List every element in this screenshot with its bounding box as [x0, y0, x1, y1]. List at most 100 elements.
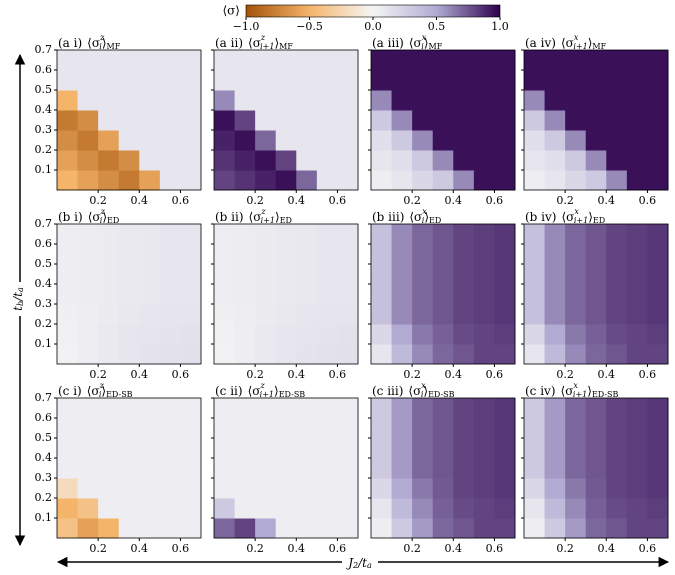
heatmap-cell	[647, 150, 669, 171]
x-tick-label: 0.6	[486, 194, 504, 207]
heatmap-cell	[585, 244, 607, 265]
heatmap-cell	[159, 478, 181, 499]
heatmap-cell	[255, 498, 277, 519]
title-part: MF	[429, 42, 443, 51]
heatmap-cell	[432, 244, 454, 265]
title-part: ED-SB	[279, 390, 306, 399]
heatmap-cell	[453, 304, 475, 325]
x-tick-label: 0.6	[172, 194, 190, 207]
heatmap-cell	[296, 498, 318, 519]
heatmap-cell	[255, 244, 277, 265]
heatmap-cell	[412, 344, 434, 365]
title-part: i+1	[260, 42, 274, 51]
heatmap-cell	[606, 438, 628, 459]
heatmap-cell	[494, 518, 516, 539]
panel-frame	[370, 397, 516, 539]
heatmap-cell	[494, 244, 516, 265]
heatmap-cell	[494, 398, 516, 419]
heatmap-cell	[473, 264, 495, 285]
heatmap-cell	[585, 418, 607, 439]
heatmap-cell	[626, 224, 648, 245]
panel-title: (b iii) ⟨σx i⟩ED	[372, 207, 441, 225]
heatmap-cell	[296, 458, 318, 479]
heatmap-cell	[255, 110, 277, 131]
heatmap-cell	[77, 518, 99, 539]
label-bg	[342, 554, 378, 570]
x-tick-label: 0.6	[639, 368, 657, 381]
heatmap-cell	[565, 170, 587, 191]
heatmap-cell	[626, 70, 648, 91]
panel-title: (c i) ⟨σz i⟩ED-SB	[58, 381, 133, 399]
heatmap-cell	[118, 478, 140, 499]
title-part: x	[573, 381, 578, 390]
heatmap-cell	[473, 90, 495, 111]
title-bracket: ⟩	[423, 384, 428, 398]
heatmap-cell	[647, 398, 669, 419]
heatmap-cell	[626, 344, 648, 365]
heatmap-cell	[316, 224, 338, 245]
heatmap-cell	[57, 70, 79, 91]
heatmap-cell	[626, 244, 648, 265]
heatmap-cell	[544, 170, 566, 191]
heatmap-cell	[234, 304, 256, 325]
title-part: (b iv)	[525, 210, 556, 224]
heatmap-cell	[214, 224, 236, 245]
heatmap-cell	[139, 170, 161, 191]
heatmap-cell	[626, 498, 648, 519]
heatmap-cell	[606, 90, 628, 111]
y-tick-label: 0.5	[35, 257, 53, 270]
heatmap-cell	[606, 498, 628, 519]
title-bracket: ⟨σ	[561, 36, 574, 50]
y-tick-label: 0.3	[35, 297, 53, 310]
heatmap-cell	[159, 70, 181, 91]
heatmap-cell	[626, 90, 648, 111]
heatmap-cell	[565, 130, 587, 151]
heatmap-cell	[234, 50, 256, 71]
heatmap-cell	[647, 170, 669, 191]
heatmap-cell	[606, 518, 628, 539]
heatmap-cell	[544, 264, 566, 285]
heatmap-cell	[606, 224, 628, 245]
heatmap-cell	[214, 150, 236, 171]
x-tick-label: 0.6	[486, 368, 504, 381]
heatmap-cell	[275, 130, 297, 151]
heatmap-cell	[412, 518, 434, 539]
heatmap-cell	[432, 324, 454, 345]
heatmap-cell	[57, 498, 79, 519]
heatmap-cell	[180, 518, 202, 539]
heatmap-cell	[139, 418, 161, 439]
x-tick-label: 0.6	[329, 194, 347, 207]
heatmap-cell	[139, 478, 161, 499]
x-tick-label: 0.4	[288, 542, 306, 555]
panel-frame	[213, 397, 359, 539]
heatmap-cell	[647, 90, 669, 111]
heatmap-cell	[432, 284, 454, 305]
heatmap-cell	[57, 264, 79, 285]
heatmap-cell	[606, 458, 628, 479]
heatmap-cell	[98, 438, 120, 459]
title-part: ED	[429, 216, 441, 225]
heatmap-cell	[371, 170, 393, 191]
heatmap-cell	[57, 224, 79, 245]
heatmap-cell	[77, 438, 99, 459]
title-bracket: ⟨σ	[408, 384, 421, 398]
heatmap-cell	[214, 518, 236, 539]
y-tick-label: 0.2	[35, 491, 53, 504]
x-tick-label: 0.4	[445, 194, 463, 207]
x-tick-label: 0.2	[89, 542, 107, 555]
title-bracket: ⟨σ	[561, 210, 574, 224]
panel-title: (a iv) ⟨σx i+1⟩MF	[525, 33, 607, 51]
heatmap-cell	[98, 150, 120, 171]
y-tick-label: 0.3	[35, 471, 53, 484]
heatmap-cell	[626, 150, 648, 171]
panel-frame	[213, 223, 359, 365]
heatmap-cell	[391, 224, 413, 245]
heatmap-cell	[337, 90, 359, 111]
heatmap-cell	[98, 458, 120, 479]
heatmap-cell	[371, 50, 393, 71]
panel-frame	[56, 49, 202, 191]
x-tick-label: 0.2	[246, 194, 264, 207]
heatmap-cell	[57, 304, 79, 325]
title-part: x	[574, 207, 579, 216]
heatmap-cell	[296, 344, 318, 365]
